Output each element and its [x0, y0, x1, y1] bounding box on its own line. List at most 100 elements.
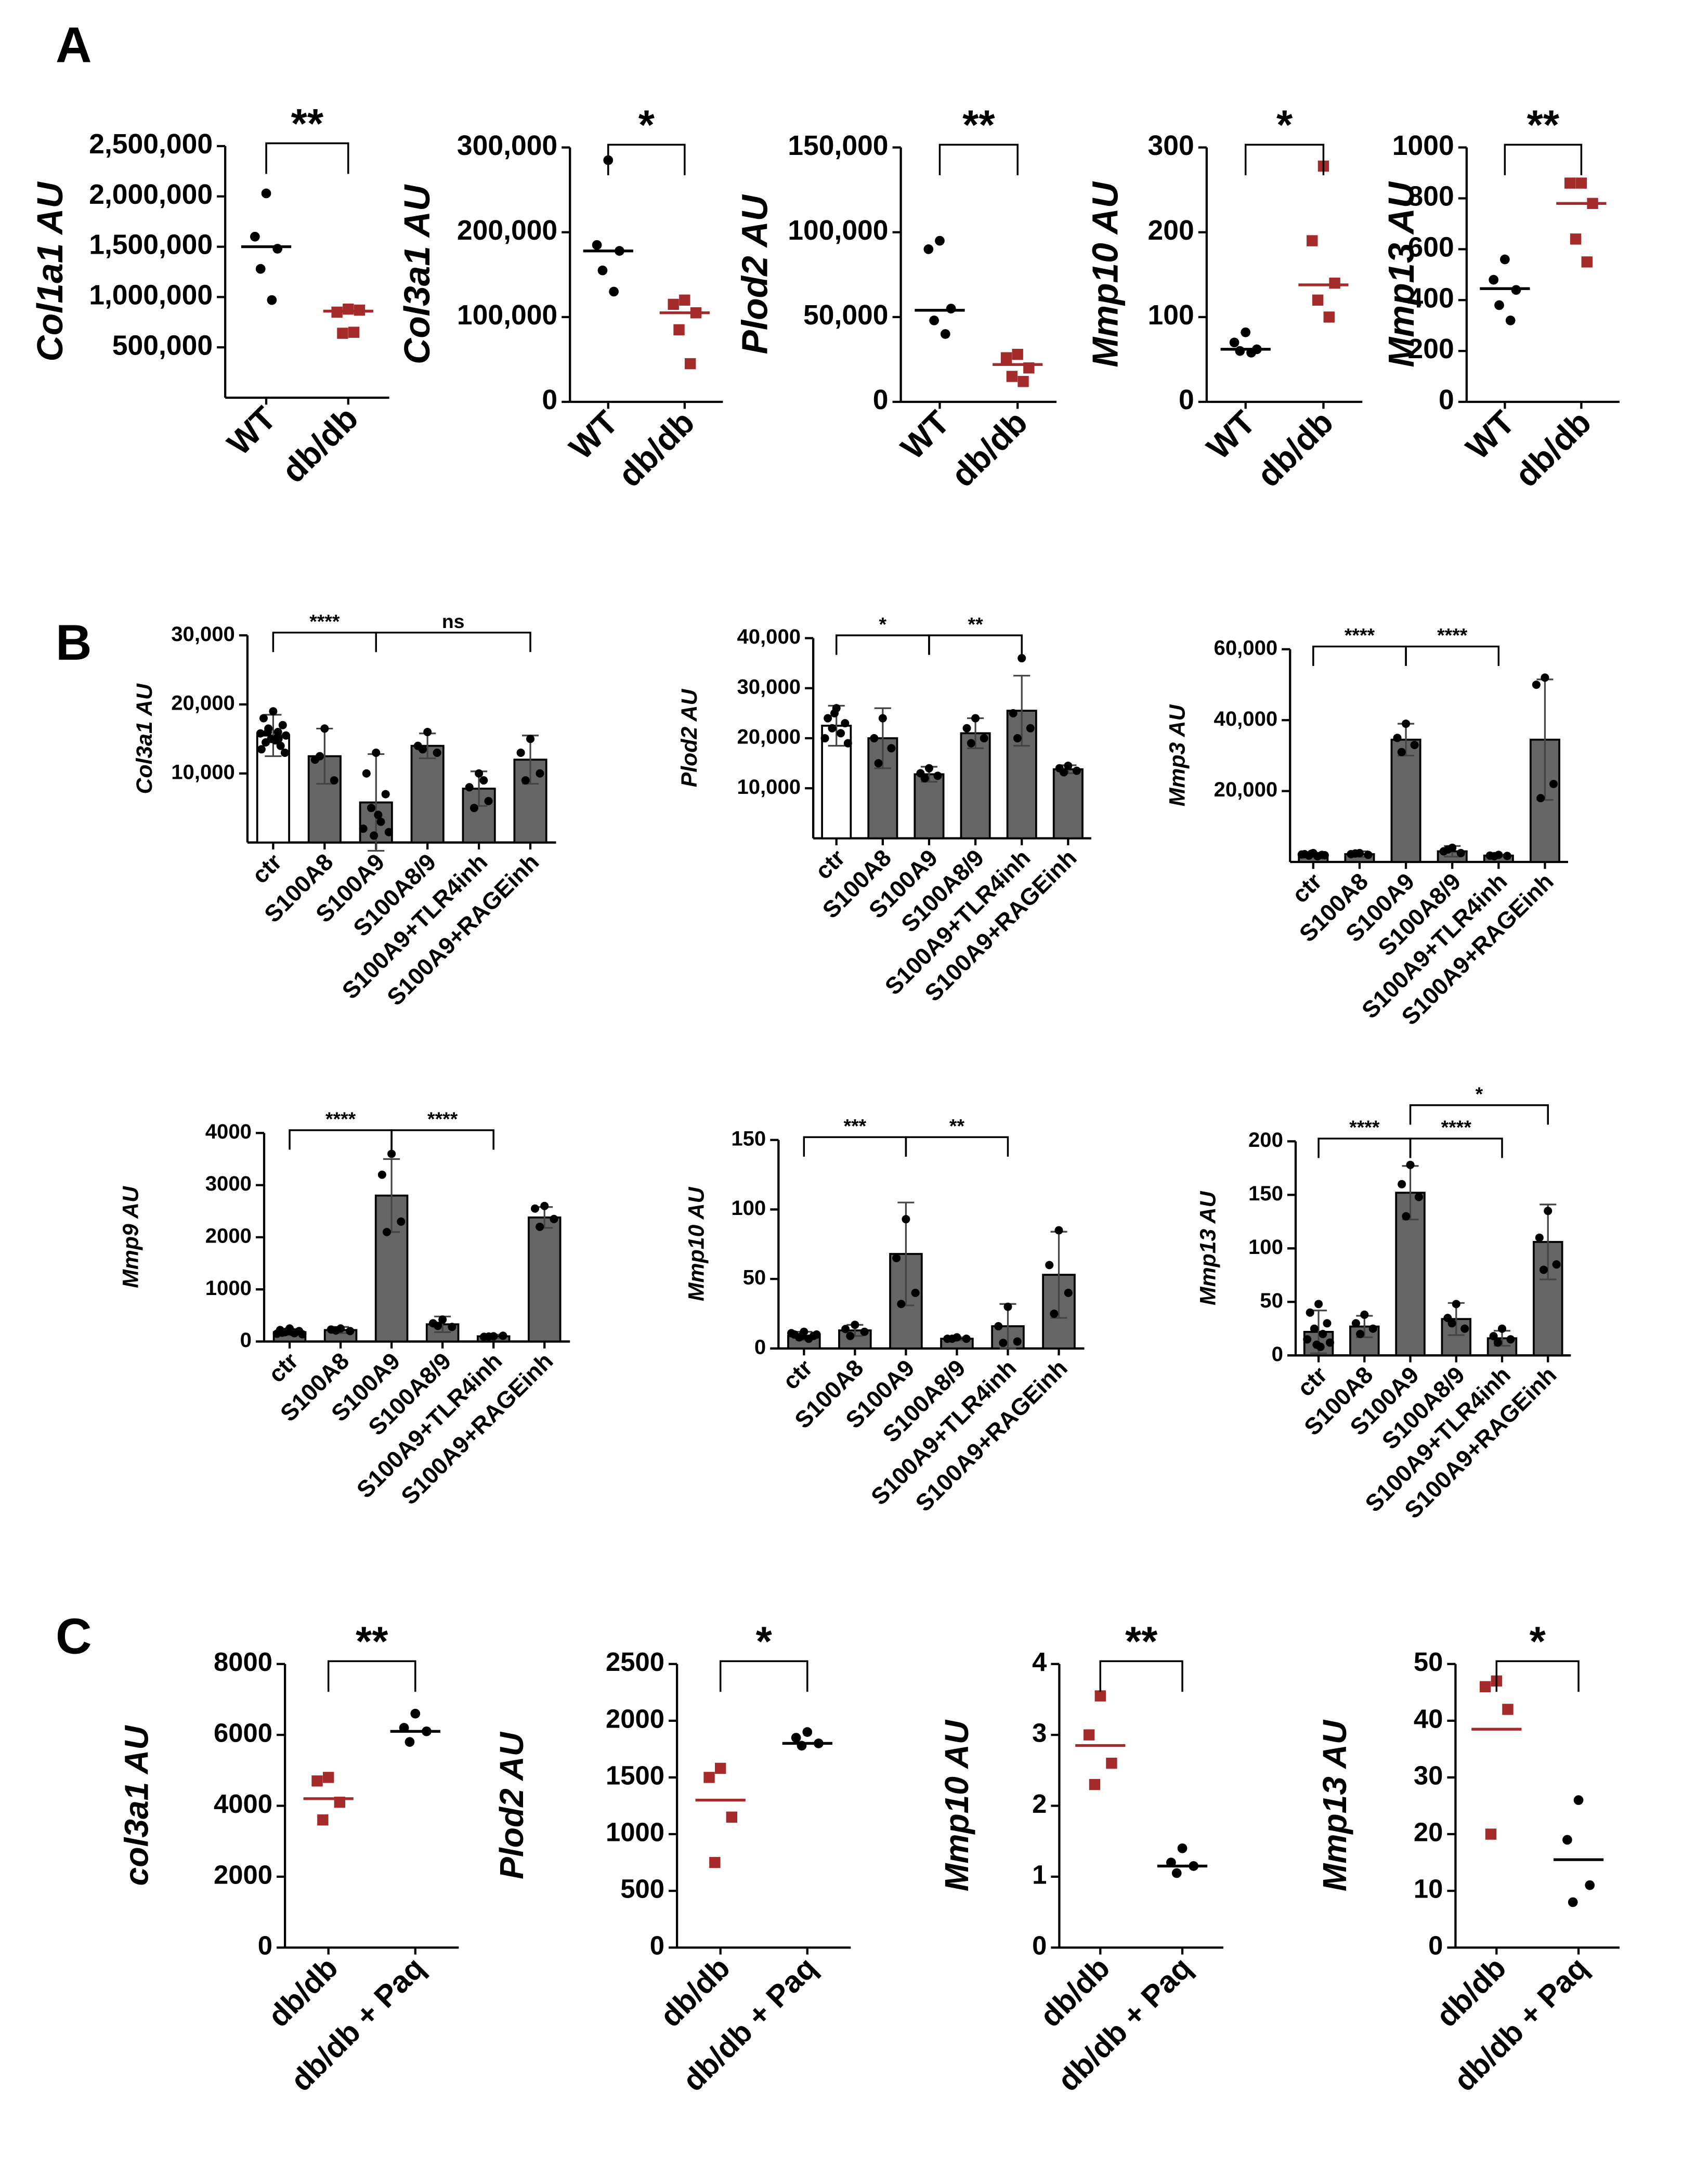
- y-tick-label: 0: [1428, 1931, 1443, 1960]
- data-point: [1570, 233, 1582, 245]
- data-point: [540, 1201, 549, 1210]
- data-point: [1310, 1324, 1319, 1333]
- data-point: [387, 1149, 396, 1158]
- y-tick-label: 1000: [1392, 130, 1454, 161]
- significance-label: ***: [844, 1115, 867, 1137]
- y-tick-label: 1000: [606, 1817, 664, 1847]
- data-point: [703, 1772, 715, 1783]
- data-point: [377, 1170, 386, 1179]
- data-point: [256, 729, 265, 738]
- data-point: [479, 776, 488, 785]
- significance-bracket: [390, 1129, 494, 1150]
- data-point: [1246, 348, 1256, 358]
- data-point: [846, 1331, 855, 1340]
- y-tick-label: 20: [1414, 1817, 1443, 1847]
- y-tick-label: 4000: [205, 1120, 252, 1143]
- data-point: [1397, 748, 1406, 756]
- significance-label: **: [968, 613, 984, 635]
- y-tick-label: 40: [1414, 1704, 1443, 1733]
- data-point: [1351, 849, 1360, 858]
- data-point: [499, 1331, 507, 1340]
- significance-label: ****: [1441, 1116, 1472, 1138]
- y-tick-label: 40,000: [737, 625, 801, 648]
- y-axis-label: Mmp13 AU: [1381, 181, 1421, 367]
- significance-label: ****: [427, 1108, 458, 1130]
- data-point: [843, 739, 852, 748]
- data-point: [536, 769, 544, 778]
- data-point: [322, 1772, 334, 1783]
- y-tick-label: 20,000: [737, 726, 801, 749]
- data-point: [812, 1330, 821, 1339]
- data-point: [1573, 1795, 1584, 1805]
- data-point: [798, 1331, 806, 1340]
- y-tick-label: 1,500,000: [89, 230, 213, 260]
- y-tick-label: 1000: [205, 1277, 252, 1300]
- data-point: [967, 739, 975, 748]
- y-axis-label: Mmp10 AU: [684, 1186, 709, 1301]
- data-point: [874, 759, 883, 768]
- data-point: [830, 709, 839, 717]
- data-point: [1503, 852, 1511, 860]
- data-point: [1054, 1226, 1063, 1235]
- y-tick-label: 0: [240, 1329, 252, 1352]
- data-point: [255, 264, 266, 274]
- data-point: [1406, 1160, 1415, 1169]
- y-tick-label: 100,000: [457, 300, 557, 331]
- data-point: [259, 714, 268, 723]
- data-point: [615, 246, 624, 256]
- data-point: [550, 1214, 558, 1223]
- data-point: [536, 1222, 544, 1231]
- significance-bracket: [1409, 1104, 1549, 1125]
- data-point: [1568, 1897, 1578, 1907]
- y-tick-label: 0: [650, 1931, 664, 1960]
- data-point: [257, 745, 266, 754]
- error-bar: [1013, 675, 1030, 747]
- significance-label: ****: [1345, 624, 1375, 646]
- y-tick-label: 200: [1148, 215, 1194, 246]
- data-point: [1587, 198, 1598, 210]
- data-point: [1544, 1207, 1553, 1215]
- data-point: [1490, 852, 1499, 861]
- data-point: [948, 1335, 957, 1343]
- data-point: [410, 1708, 421, 1719]
- y-tick-label: 40,000: [1214, 708, 1278, 730]
- data-point: [887, 744, 896, 753]
- y-tick-label: 150: [1248, 1182, 1283, 1205]
- data-point: [923, 244, 934, 254]
- bar: [410, 744, 445, 844]
- significance-label: **: [1527, 101, 1560, 148]
- data-point: [1443, 845, 1452, 854]
- significance-label: **: [949, 1115, 965, 1137]
- y-tick-label: 4000: [214, 1789, 272, 1819]
- y-tick-label: 500: [620, 1874, 664, 1904]
- data-point: [1307, 235, 1318, 246]
- y-tick-label: 150: [731, 1127, 766, 1150]
- y-axis-label: Col1a1 AU: [30, 181, 70, 362]
- y-tick-label: 400: [1408, 283, 1454, 313]
- data-point: [1489, 274, 1499, 285]
- y-tick-label: 200: [1408, 334, 1454, 364]
- data-point: [526, 735, 535, 743]
- error-bar: [1540, 1204, 1557, 1280]
- y-tick-label: 50: [1414, 1647, 1443, 1677]
- data-point: [448, 1323, 456, 1331]
- data-point: [1229, 337, 1240, 348]
- significance-label: ns: [442, 610, 465, 632]
- y-tick-label: 10,000: [171, 761, 235, 783]
- data-point: [354, 304, 366, 316]
- data-point: [1585, 1880, 1595, 1890]
- y-tick-label: 8000: [214, 1647, 272, 1677]
- y-axis-label: Mmp9 AU: [118, 1186, 143, 1288]
- y-axis-label: Plod2 AU: [493, 1731, 530, 1879]
- data-point: [272, 244, 283, 254]
- y-tick-label: 2000: [606, 1704, 664, 1733]
- significance-label: *: [879, 613, 887, 635]
- data-point: [592, 240, 602, 250]
- y-tick-label: 300,000: [457, 130, 557, 161]
- data-point: [684, 358, 696, 370]
- data-point: [962, 1335, 971, 1343]
- significance-bracket: [719, 1660, 808, 1692]
- data-point: [668, 298, 679, 310]
- data-point: [1398, 1180, 1406, 1188]
